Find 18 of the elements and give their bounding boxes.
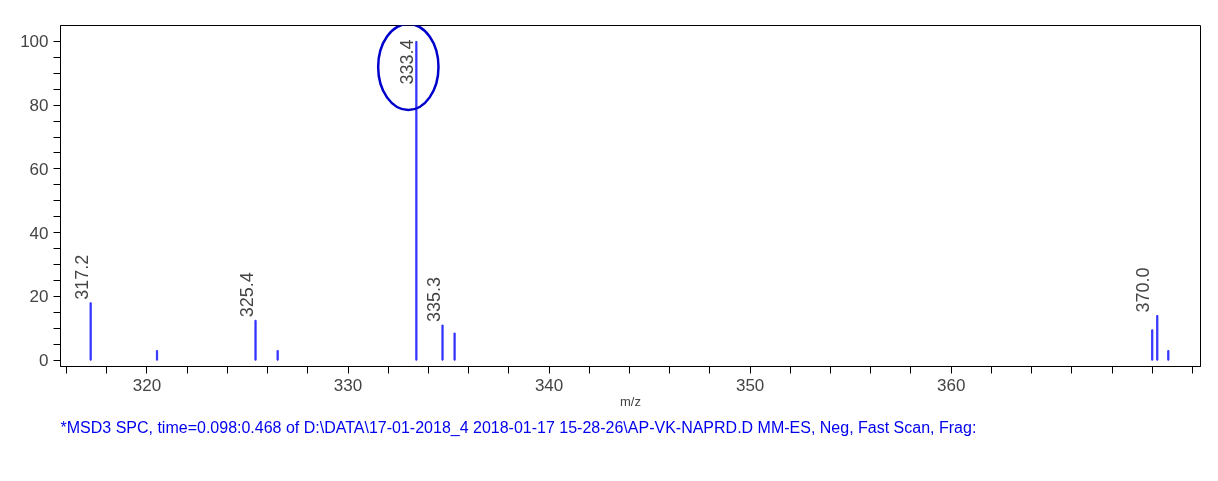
x-tick-label: 320 xyxy=(132,375,162,395)
x-tick-label: 340 xyxy=(534,375,564,395)
x-axis-title: m/z xyxy=(620,393,641,409)
annotation: 317.2 xyxy=(71,254,92,300)
y-tick-label: 0 xyxy=(39,351,49,371)
y-tick-label: 60 xyxy=(29,159,49,179)
annotation: 333.4 xyxy=(397,39,418,85)
text: *MSD3 SPC, time=0.098:0.468 of D:\DATA\17-01-2018_4 2018-01-17 15-28-26\AP-VK-NAPRD.D MM-ES, Neg, Fast Scan, Frag: xyxy=(60,418,977,437)
y-tick-label: 40 xyxy=(29,223,49,243)
y-tick-label: 100 xyxy=(20,32,49,52)
y-tick-label: 80 xyxy=(29,96,49,116)
annotation: 335.3 xyxy=(423,277,444,323)
x-tick-label: 350 xyxy=(735,375,765,395)
x-tick-label: 360 xyxy=(937,375,966,395)
y-tick-label: 20 xyxy=(29,287,49,307)
annotation: 370.0 xyxy=(1133,267,1154,313)
annotation: 325.4 xyxy=(236,272,257,318)
x-tick-label: 330 xyxy=(333,375,363,395)
